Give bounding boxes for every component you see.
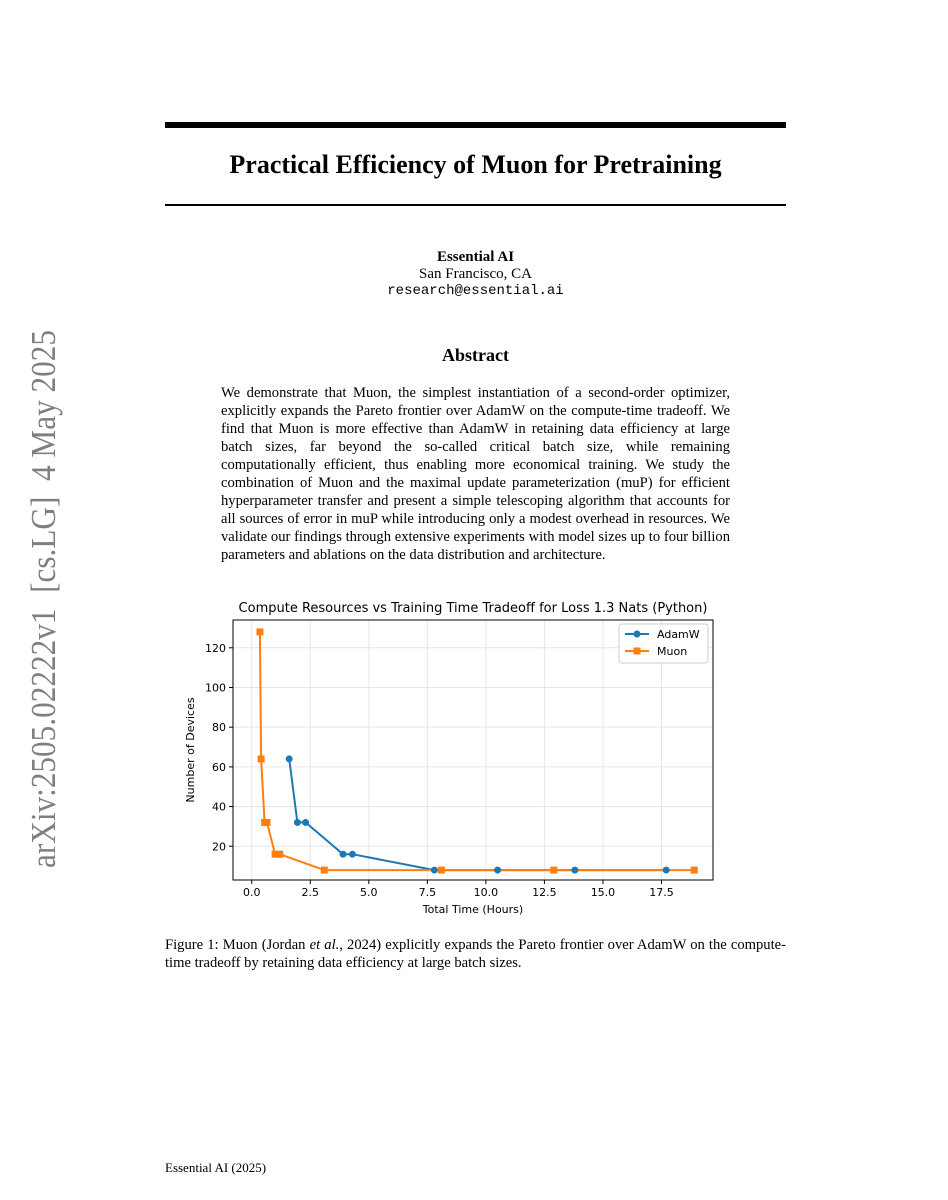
arxiv-identifier-text: arXiv:2505.02222v1 [cs.LG] 4 May 2025 [24,330,63,868]
legend-muon-label: Muon [657,645,687,658]
data-point-adamw [293,818,301,826]
chart-title: Compute Resources vs Training Time Trade… [239,601,708,616]
data-point-adamw [494,866,502,874]
caption-text-italic: et al. [309,937,340,953]
data-point-muon [257,755,265,763]
data-point-adamw [285,755,293,763]
x-tick-label: 15.0 [591,886,616,899]
author-name: Essential AI [436,249,515,265]
y-tick-label: 120 [205,642,226,655]
data-point-muon [263,818,271,826]
chart-ticks: 0.0 2.5 5.0 7.5 10.0 12.5 15.0 17.5 20 40 60 80 100 1… [205,642,674,899]
title-rule-top [165,122,786,128]
legend-adamw-label: AdamW [657,628,700,641]
caption-text-end: , 2024) explicitly expands the Pareto fr… [165,937,786,971]
x-tick-label: 0.0 [243,886,260,899]
y-tick-label: 80 [212,721,226,734]
series-line-muon [258,631,695,872]
arxiv-identifier: arXiv:2505.02222v1 [cs.LG] 4 May 2025 [10,330,65,870]
data-point-adamw [339,850,347,858]
author-location: San Francisco, CA [419,266,532,282]
chart-ylabel: Number of Devices [184,697,197,802]
data-point-adamw [348,850,356,858]
abstract-heading: Abstract [442,345,509,365]
caption-label: Figure 1: [165,937,223,953]
data-point-muon [256,628,264,636]
title-rule-bottom [165,204,786,206]
x-tick-label: 12.5 [532,886,557,899]
x-tick-label: 5.0 [360,886,378,899]
abstract-text: We demonstrate that Muon, the simplest i… [221,385,730,563]
x-tick-label: 17.5 [649,886,674,899]
data-point-adamw [662,866,670,874]
author-block: Essential AI San Francisco, CA research@… [165,249,786,300]
caption-text-start: Muon (Jordan [222,937,310,953]
author-email: research@essential.ai [387,283,564,299]
y-tick-label: 40 [212,801,226,814]
data-point-adamw [430,866,438,874]
y-tick-label: 100 [205,681,226,694]
y-tick-label: 20 [212,840,226,853]
chart-xlabel: Total Time (Hours) [422,903,523,916]
data-point-muon [550,866,558,874]
x-tick-label: 10.0 [474,886,499,899]
y-tick-label: 60 [212,761,226,774]
data-point-muon [271,850,279,858]
data-point-muon [276,850,284,858]
page-footer: Essential AI (2025) [165,1160,267,1175]
pareto-chart: 0.0 2.5 5.0 7.5 10.0 12.5 15.0 17.5 20 40 60 80 100 1… [184,601,714,916]
legend-adamw-marker [633,630,641,638]
chart-series-lines [258,631,695,872]
legend-muon-marker [633,647,641,655]
paper-title: Practical Efficiency of Muon for Pretrai… [229,150,722,179]
data-point-muon [690,866,698,874]
data-point-muon [320,866,328,874]
figure-caption: Figure 1: Muon (Jordan et al., 2024) exp… [165,936,786,972]
chart-markers [256,628,698,874]
data-point-adamw [302,818,310,826]
data-point-adamw [571,866,579,874]
chart-legend: AdamW Muon [618,623,709,664]
x-tick-label: 2.5 [302,886,320,899]
plot-frame [232,619,714,881]
data-point-muon [437,866,445,874]
x-tick-label: 7.5 [419,886,437,899]
figure-1: 0.0 2.5 5.0 7.5 10.0 12.5 15.0 17.5 20 40 60 80 100 1… [165,596,786,926]
